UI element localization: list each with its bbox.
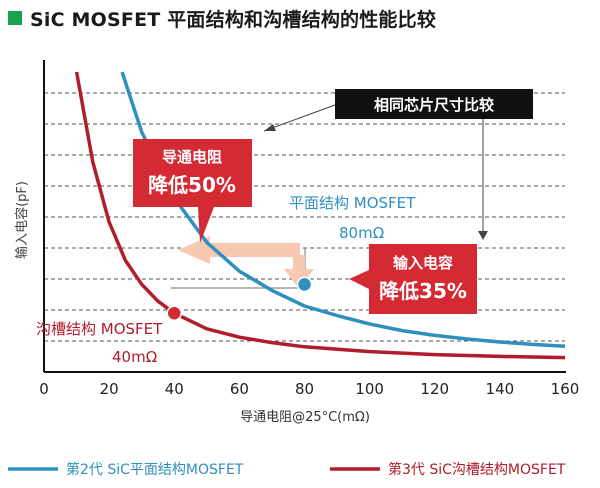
- left-arrow: [178, 236, 300, 264]
- series-group: [74, 71, 565, 360]
- down-arrow: [284, 255, 314, 289]
- note-pointer-down-head: [478, 231, 488, 240]
- x-tick-label: 100: [355, 380, 384, 398]
- chart-header: SiC MOSFET 平面结构和沟槽结构的性能比较: [8, 4, 436, 32]
- axes: [43, 60, 566, 373]
- chart-title: SiC MOSFET 平面结构和沟槽结构的性能比较: [30, 8, 437, 31]
- callout-right-line1: 输入电容: [393, 254, 453, 272]
- marker-trench-40: [166, 305, 182, 321]
- y-axis-label: 输入电容(pF): [14, 181, 30, 259]
- series-line-trench: [74, 71, 565, 360]
- marker-group: [166, 276, 313, 321]
- series-line-planar: [120, 71, 565, 348]
- callout-input-capacitance: 输入电容 降低35%: [349, 244, 477, 314]
- x-tick-label: 120: [420, 380, 449, 398]
- note-text: 相同芯片尺寸比较: [374, 96, 494, 114]
- legend-label-planar: 第2代 SiC平面结构MOSFET: [66, 461, 244, 478]
- x-tick-label: 0: [39, 380, 49, 398]
- x-tick-labels: 0 20 40 60 80 100 120 140 160: [39, 380, 579, 398]
- legend-label-trench: 第3代 SiC沟槽结构MOSFET: [388, 461, 566, 478]
- callout-right-line2: 降低35%: [379, 279, 467, 303]
- title-marker: [8, 11, 22, 25]
- x-tick-label: 20: [100, 380, 119, 398]
- callout-right-bubble: [349, 244, 477, 314]
- note-pointer-left: [263, 104, 336, 132]
- trench-label: 沟槽结构 MOSFET: [36, 320, 163, 338]
- x-tick-label: 40: [165, 380, 184, 398]
- x-tick-label: 140: [486, 380, 515, 398]
- trench-value: 40mΩ: [112, 348, 157, 366]
- callout-left-line2: 降低50%: [148, 173, 236, 197]
- note-pointer-left-head: [264, 124, 276, 131]
- x-tick-label: 160: [551, 380, 580, 398]
- note-group: 相同芯片尺寸比较: [263, 89, 533, 240]
- marker-planar-80: [296, 276, 313, 293]
- planar-label: 平面结构 MOSFET: [289, 194, 416, 212]
- x-axis-label: 导通电阻@25°C(mΩ): [240, 410, 370, 425]
- callout-on-resistance: 导通电阻 降低50%: [133, 139, 252, 243]
- x-tick-label: 60: [230, 380, 249, 398]
- x-tick-label: 80: [295, 380, 314, 398]
- grid-lines: [44, 92, 565, 342]
- planar-value: 80mΩ: [339, 224, 384, 242]
- callout-left-line1: 导通电阻: [162, 148, 222, 166]
- legend: 第2代 SiC平面结构MOSFET 第3代 SiC沟槽结构MOSFET: [8, 461, 566, 478]
- note-box: [335, 89, 533, 119]
- callout-left-bubble: [133, 139, 252, 243]
